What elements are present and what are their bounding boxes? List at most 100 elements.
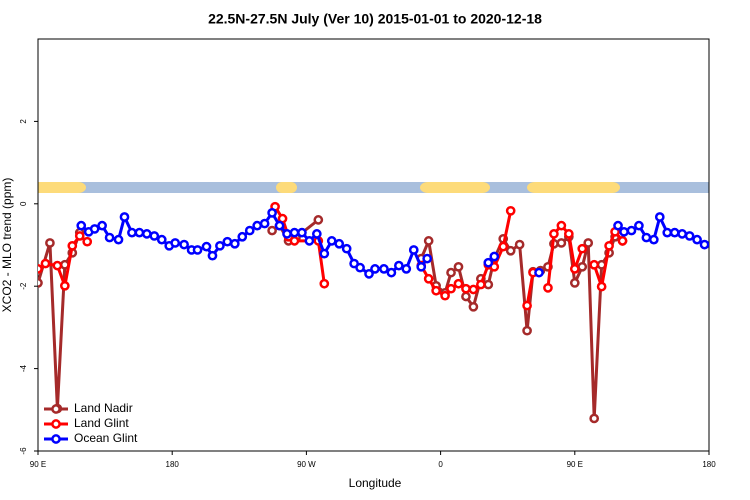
data-point xyxy=(423,273,434,284)
data-point xyxy=(289,227,300,238)
data-point xyxy=(692,234,702,245)
land-strip xyxy=(527,182,620,193)
x-tick-label: 90 W xyxy=(297,460,316,469)
data-point xyxy=(215,240,225,251)
data-point xyxy=(416,261,427,272)
data-point xyxy=(483,257,494,268)
data-point xyxy=(82,236,93,247)
data-point xyxy=(556,238,567,248)
ocean-strip xyxy=(38,182,709,193)
legend-label: Land Nadir xyxy=(74,401,133,415)
data-point xyxy=(134,227,145,238)
data-point xyxy=(556,220,567,231)
x-tick-label: 90 E xyxy=(30,460,46,469)
legend-marker xyxy=(51,419,61,429)
data-point xyxy=(422,253,433,264)
data-point xyxy=(514,239,525,250)
data-point xyxy=(38,264,43,274)
data-point xyxy=(259,218,270,229)
data-point xyxy=(179,239,189,250)
data-point xyxy=(38,278,43,288)
data-point xyxy=(619,226,629,237)
data-point xyxy=(662,227,673,238)
chart-title: 22.5N-27.5N July (Ver 10) 2015-01-01 to … xyxy=(208,11,542,27)
data-point xyxy=(431,285,441,296)
data-point xyxy=(589,259,600,270)
data-point xyxy=(237,231,248,242)
data-point xyxy=(326,236,337,246)
data-point xyxy=(244,225,255,236)
data-point xyxy=(468,301,479,312)
y-tick-label: -4 xyxy=(19,364,28,372)
data-point xyxy=(142,229,152,239)
plot-area xyxy=(38,201,709,424)
data-point xyxy=(654,212,665,222)
data-point xyxy=(207,250,218,261)
series-line xyxy=(38,218,624,420)
data-point xyxy=(370,264,380,274)
data-point xyxy=(446,267,456,278)
data-point xyxy=(489,251,500,262)
data-point xyxy=(468,284,479,295)
data-point xyxy=(569,264,580,274)
data-point xyxy=(289,236,300,246)
data-point xyxy=(569,278,580,288)
data-point xyxy=(498,241,509,252)
data-point xyxy=(677,229,688,239)
data-point xyxy=(267,225,277,236)
land-strip xyxy=(276,182,297,193)
data-point xyxy=(684,231,695,241)
data-point xyxy=(617,236,628,246)
data-point xyxy=(596,281,607,292)
data-point xyxy=(149,231,160,241)
data-point xyxy=(104,232,115,243)
data-point xyxy=(334,238,345,249)
data-point xyxy=(113,234,124,245)
data-point xyxy=(282,229,292,239)
y-tick-label: -2 xyxy=(19,282,28,290)
data-point xyxy=(522,300,532,311)
data-point xyxy=(461,283,471,294)
data-point xyxy=(543,282,553,293)
data-point xyxy=(577,261,588,272)
data-point xyxy=(229,238,240,249)
x-tick-label: 180 xyxy=(702,460,716,469)
data-point xyxy=(297,227,307,238)
data-point xyxy=(461,291,471,302)
data-point xyxy=(505,205,516,216)
land-strip xyxy=(420,182,490,193)
data-point xyxy=(67,240,78,251)
data-point xyxy=(319,278,330,289)
data-point xyxy=(408,245,419,255)
data-point xyxy=(319,248,330,259)
data-point xyxy=(127,227,137,238)
data-point xyxy=(89,224,100,234)
data-point xyxy=(589,413,600,424)
data-point xyxy=(476,279,486,290)
data-point xyxy=(577,243,588,254)
data-point xyxy=(97,220,107,231)
data-point xyxy=(74,231,85,241)
data-point xyxy=(52,260,63,271)
data-point xyxy=(304,236,315,246)
data-point xyxy=(440,290,450,301)
data-point xyxy=(355,262,365,273)
data-point xyxy=(626,225,637,236)
data-point xyxy=(170,238,181,248)
data-point xyxy=(267,208,277,218)
data-point xyxy=(453,278,464,289)
y-tick-label: 2 xyxy=(19,119,28,124)
data-point xyxy=(401,264,412,274)
y-tick-label: 0 xyxy=(19,201,28,206)
data-point xyxy=(534,267,544,278)
x-tick-label: 0 xyxy=(438,460,443,469)
data-point xyxy=(76,220,87,231)
y-axis-label: XCO2 - MLO trend (ppm) xyxy=(0,178,14,313)
land-strip xyxy=(38,182,86,193)
y-tick-label: -6 xyxy=(19,447,28,455)
data-point xyxy=(613,220,623,231)
legend-marker xyxy=(51,434,61,444)
data-point xyxy=(563,229,574,239)
data-point xyxy=(274,220,285,231)
